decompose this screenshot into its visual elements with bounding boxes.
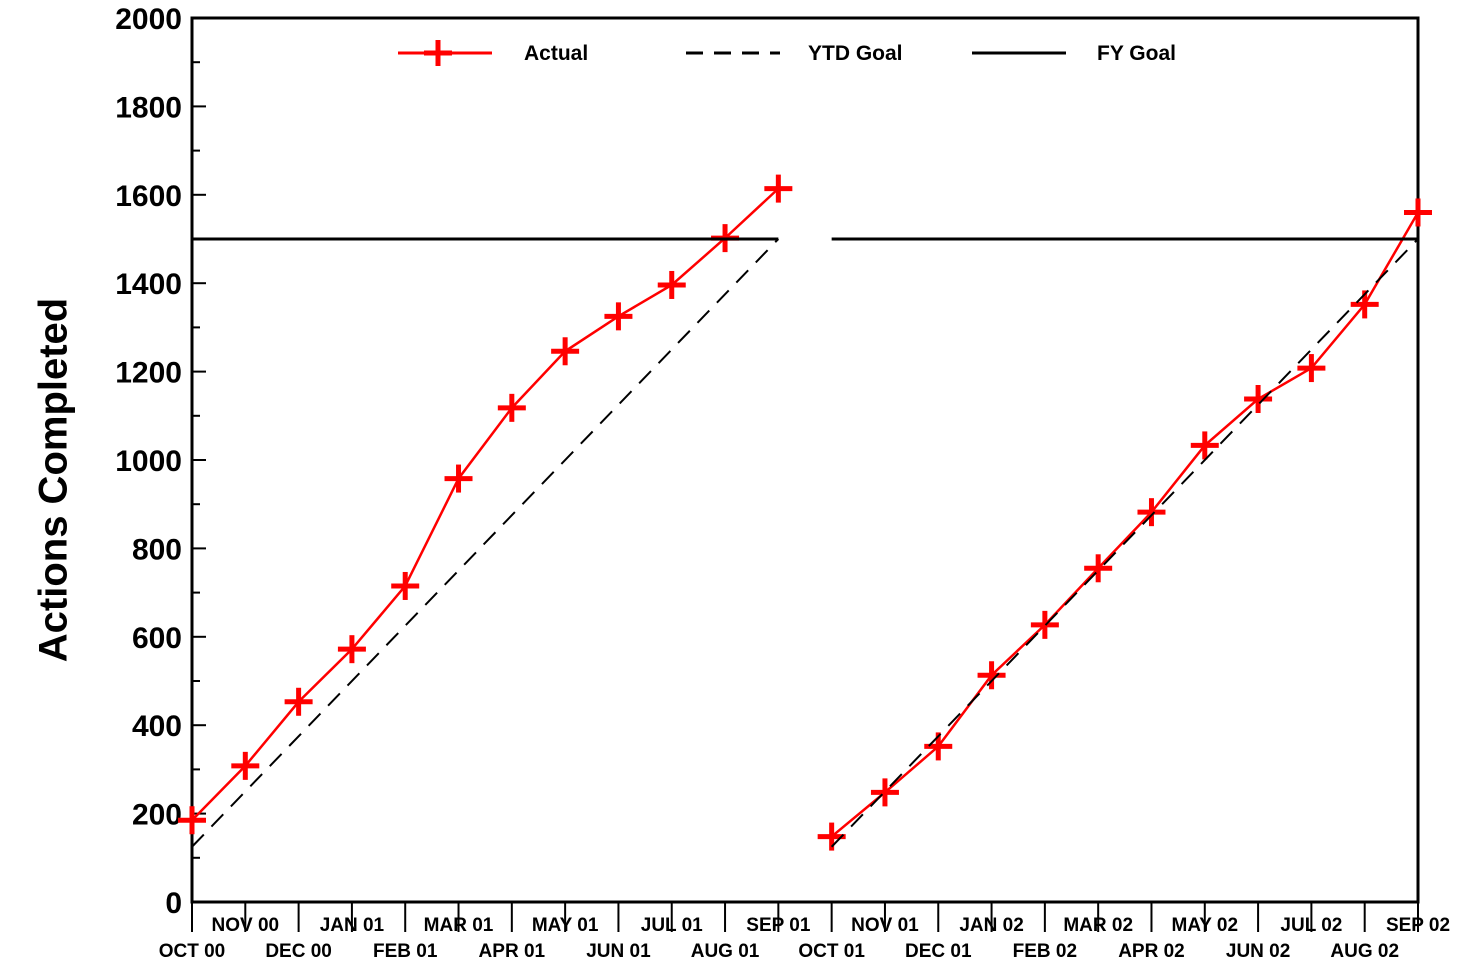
- x-tick-label: FEB 02: [1013, 941, 1077, 962]
- x-tick-label: OCT 01: [798, 941, 865, 962]
- y-tick-label: 400: [132, 710, 182, 743]
- x-tick-label: MAY 02: [1172, 915, 1239, 936]
- x-tick-label: JUN 01: [586, 941, 651, 962]
- y-tick-label: 1000: [115, 445, 182, 478]
- y-tick-label: 1600: [115, 180, 182, 213]
- legend: Actual YTD Goal FY Goal: [398, 40, 1176, 66]
- x-tick-label: JUL 02: [1280, 915, 1342, 936]
- x-tick-label: AUG 02: [1330, 941, 1399, 962]
- legend-item-fy-goal: FY Goal: [972, 42, 1176, 65]
- x-tick-label: NOV 00: [212, 915, 280, 936]
- y-tick-label: 1400: [115, 268, 182, 301]
- x-tick-label: SEP 02: [1386, 915, 1450, 936]
- y-axis-label: Actions Completed: [32, 298, 76, 662]
- axes: 0 200 400 600 800 1000 1200 1400 1600 1800 2000 OCT…: [115, 3, 1450, 962]
- x-tick-label: SEP 01: [746, 915, 811, 936]
- y-tick-label: 0: [165, 887, 182, 920]
- y-tick-label: 200: [132, 799, 182, 832]
- y-tick-label: 2000: [115, 3, 182, 36]
- x-tick-label: JUN 02: [1226, 941, 1290, 962]
- actual-line: [830, 211, 1420, 838]
- x-tick-label: APR 02: [1118, 941, 1185, 962]
- ytd-goal-line: [191, 238, 780, 848]
- x-tick-label: JAN 01: [320, 915, 385, 936]
- x-tick-label: JAN 02: [959, 915, 1023, 936]
- x-tick-label: MAR 02: [1063, 915, 1133, 936]
- legend-item-actual: Actual: [398, 40, 588, 66]
- x-tick-label: DEC 01: [905, 941, 972, 962]
- x-tick-label: FEB 01: [373, 941, 438, 962]
- x-tick-label: APR 01: [479, 941, 546, 962]
- y-tick-label: 600: [132, 622, 182, 655]
- x-tick-label: JUL 01: [641, 915, 703, 936]
- legend-label-actual: Actual: [524, 42, 588, 65]
- x-tick-label: OCT 00: [159, 941, 226, 962]
- plot-frame: [190, 16, 1420, 904]
- y-tick-label: 800: [132, 533, 182, 566]
- actual-line: [191, 187, 780, 822]
- series-layer: [178, 174, 1432, 851]
- x-tick-label: AUG 01: [691, 941, 760, 962]
- y-tick-label: 1200: [115, 357, 182, 390]
- legend-label-ytd-goal: YTD Goal: [808, 42, 903, 65]
- legend-item-ytd-goal: YTD Goal: [686, 42, 903, 65]
- x-tick-label: NOV 01: [851, 915, 919, 936]
- x-tick-label: MAY 01: [532, 915, 599, 936]
- ytd-goal-line: [830, 238, 1419, 848]
- y-tick-label: 1800: [115, 91, 182, 124]
- x-tick-label: MAR 01: [424, 915, 494, 936]
- x-tick-label: DEC 00: [265, 941, 332, 962]
- legend-label-fy-goal: FY Goal: [1097, 42, 1176, 65]
